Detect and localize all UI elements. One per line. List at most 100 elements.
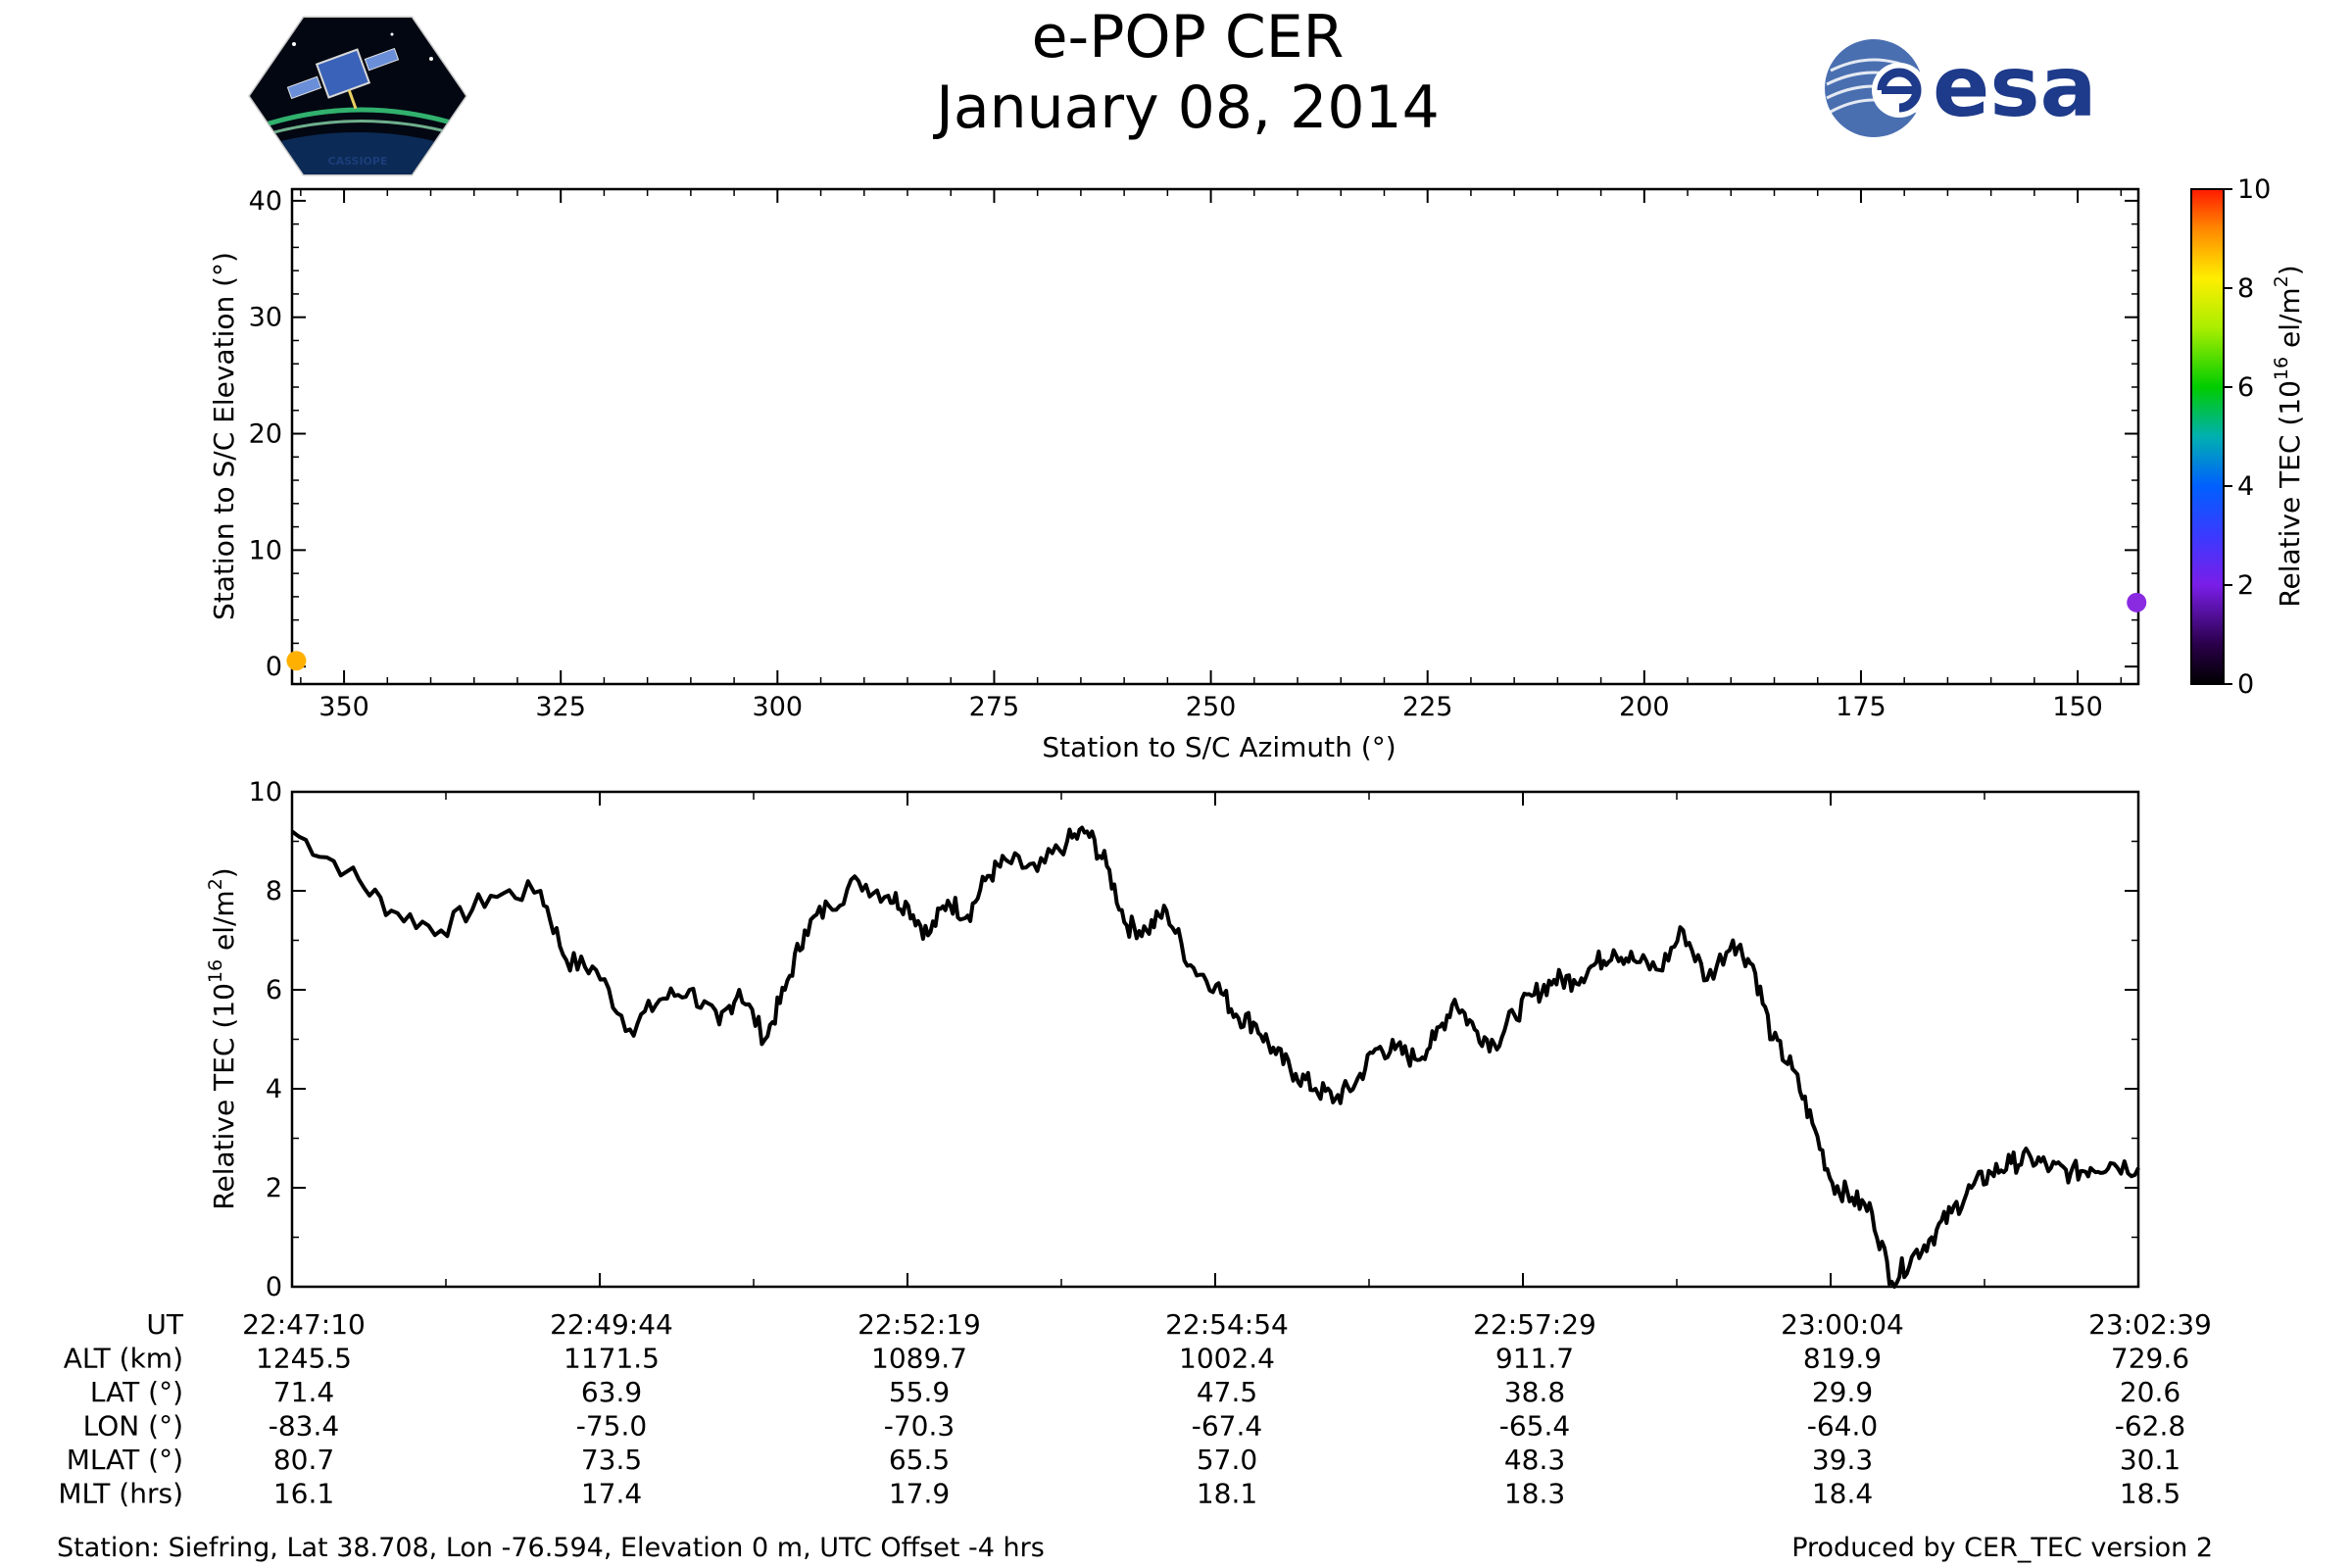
chart-subtitle-date: January 08, 2014 [932,74,1440,142]
elevation-point [286,651,307,671]
table-cell: 17.4 [581,1478,642,1510]
elevation-point [2127,592,2147,612]
top-x-tick-label: 325 [535,692,586,722]
table-cell: 71.4 [273,1376,334,1408]
table-cell: 23:02:39 [2088,1308,2212,1341]
producer-info: Produced by CER_TEC version 2 [1791,1533,2213,1563]
top-y-tick-label: 0 [266,652,282,682]
top-x-axis-label: Station to S/C Azimuth (°) [1042,731,1396,763]
top-x-tick-label: 300 [753,692,804,722]
colorbar-gradient [2190,188,2225,685]
top-y-tick-label: 10 [249,535,282,565]
bottom-y-axis-label: Relative TEC (1016 el/m2) [205,867,240,1209]
top-y-tick-label: 30 [249,303,282,333]
table-cell: 18.4 [1812,1478,1873,1510]
table-cell: 18.3 [1504,1478,1565,1510]
table-cell: 729.6 [2111,1343,2189,1375]
bottom-y-tick-label: 8 [266,876,282,906]
table-cell: 1089.7 [871,1343,967,1375]
table-cell: 1171.5 [564,1343,660,1375]
table-row-label: MLT (hrs) [58,1478,183,1510]
top-y-axis-label: Station to S/C Elevation (°) [208,252,240,620]
top-plot-frame [290,187,2140,686]
table-cell: -62.8 [2115,1410,2185,1443]
top-y-tick-label: 40 [249,186,282,217]
table-row-label: LAT (°) [90,1376,183,1408]
colorbar-tick-label: 8 [2237,273,2254,304]
bottom-y-tick-label: 2 [266,1173,282,1203]
table-row-label: ALT (km) [64,1343,183,1375]
table-cell: 80.7 [273,1444,334,1476]
top-x-tick-label: 200 [1619,692,1670,722]
colorbar-label: Relative TEC (1016 el/m2) [2271,265,2306,607]
table-cell: 16.1 [273,1478,334,1510]
top-x-tick-label: 175 [1836,692,1886,722]
top-x-tick-label: 250 [1186,692,1237,722]
top-x-tick-label: 150 [2052,692,2103,722]
bottom-y-tick-label: 10 [249,777,282,808]
bottom-axis-ticks: 0 2 4 6 8 10 [249,777,2139,1302]
table-cell: -65.4 [1499,1410,1570,1443]
top-x-tick-label: 225 [1402,692,1453,722]
cassiope-logo-text: CASSIOPE [328,155,388,168]
table-cell: 38.8 [1504,1376,1565,1408]
table-cell: 1002.4 [1179,1343,1275,1375]
table-cell: -83.4 [269,1410,339,1443]
table-row-label: MLAT (°) [67,1444,183,1476]
chart-title: e-POP CER [1032,3,1345,72]
bottom-y-tick-label: 6 [266,975,282,1005]
table-row-label: UT [146,1308,183,1341]
table-cell: -67.4 [1192,1410,1262,1443]
table-cell: 63.9 [581,1376,642,1408]
tec-time-panel: 0 2 4 6 8 10 Relative TEC (1016 el/m2) [205,777,2140,1302]
tec-series-line [290,825,2140,1289]
esa-logo: esa [1825,38,2097,137]
table-cell: 57.0 [1197,1444,1257,1476]
colorbar-tick-label: 6 [2237,372,2254,403]
top-axis-ticks: 350 325 300 275 250 225 200 175 150 0 10 20 30 40 [249,186,2138,722]
table-cell: 819.9 [1803,1343,1882,1375]
bottom-y-tick-label: 0 [266,1272,282,1302]
colorbar-tick-label: 2 [2237,570,2254,601]
colorbar-tick-label: 10 [2237,174,2271,205]
table-cell: -75.0 [576,1410,647,1443]
cassiope-logo: CASSIOPE [248,16,467,176]
table-cell: 20.6 [2120,1376,2180,1408]
table-cell: -70.3 [884,1410,955,1443]
table-cell: 18.1 [1197,1478,1257,1510]
table-cell: 55.9 [889,1376,950,1408]
table-cell: 22:54:54 [1165,1308,1289,1341]
table-cell: 1245.5 [256,1343,352,1375]
table-cell: 29.9 [1812,1376,1873,1408]
table-cell: 22:47:10 [242,1308,366,1341]
table-cell: 18.5 [2120,1478,2180,1510]
table-cell: 22:57:29 [1473,1308,1596,1341]
table-row-label: LON (°) [83,1410,183,1443]
top-x-tick-label: 350 [318,692,369,722]
table-cell: 22:49:44 [550,1308,673,1341]
table-cell: 73.5 [581,1444,642,1476]
table-cell: 30.1 [2120,1444,2180,1476]
station-info: Station: Siefring, Lat 38.708, Lon -76.5… [57,1533,1045,1563]
table-cell: 47.5 [1197,1376,1257,1408]
table-cell: 23:00:04 [1781,1308,1904,1341]
colorbar: 0 2 4 6 8 10 Relative TEC (1016 el/m2) [2190,174,2306,700]
esa-logo-text: esa [1933,38,2097,136]
top-y-tick-label: 20 [249,419,282,450]
top-data-points [286,592,2147,671]
colorbar-ticks: 0 2 4 6 8 10 [2224,174,2271,700]
table-cell: 65.5 [889,1444,950,1476]
colorbar-tick-label: 4 [2237,471,2254,502]
bottom-y-tick-label: 4 [266,1074,282,1104]
orbit-info-table: UT 22:47:10 22:49:44 22:52:19 22:54:54 22:57:… [58,1308,2211,1510]
table-cell: -64.0 [1807,1410,1878,1443]
colorbar-tick-label: 0 [2237,669,2254,700]
table-cell: 22:52:19 [858,1308,981,1341]
table-cell: 48.3 [1504,1444,1565,1476]
table-cell: 911.7 [1495,1343,1574,1375]
table-cell: 17.9 [889,1478,950,1510]
elevation-azimuth-panel: 350 325 300 275 250 225 200 175 150 0 10 20 30 40 Sta… [208,186,2147,763]
table-cell: 39.3 [1812,1444,1873,1476]
top-x-tick-label: 275 [969,692,1020,722]
